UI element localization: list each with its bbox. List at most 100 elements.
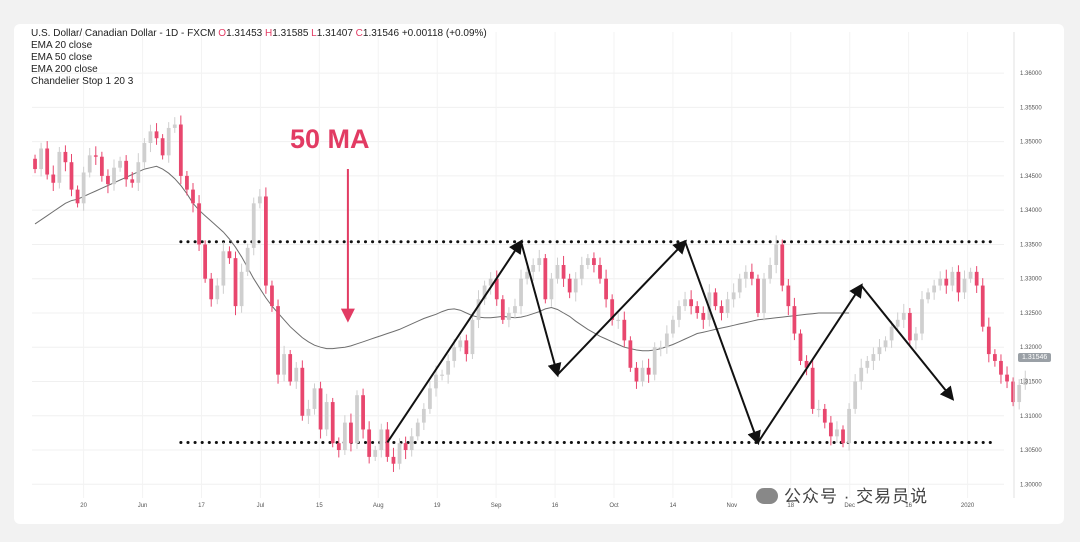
candle [227, 246, 232, 264]
candle-body [342, 422, 347, 451]
candle-body [245, 247, 250, 272]
candle [99, 151, 104, 182]
candle [355, 390, 359, 449]
candle-body [543, 258, 548, 300]
candle-body [452, 347, 457, 361]
x-tick-label: Dec [844, 503, 855, 509]
candle-body [677, 306, 681, 320]
candle [822, 403, 827, 429]
candle [555, 257, 560, 284]
candle [245, 243, 250, 276]
chart-title: U.S. Dollar/ Canadian Dollar - 1D - FXCM [31, 28, 216, 39]
candle [312, 383, 317, 415]
candle [409, 428, 414, 457]
candle-body [33, 158, 37, 170]
candle-body [914, 333, 918, 341]
candle-body [598, 265, 602, 279]
candle [835, 421, 839, 443]
candle-body [950, 271, 955, 286]
candle [719, 300, 724, 321]
candle-body [683, 299, 687, 307]
candle-body [810, 367, 815, 409]
candle [871, 347, 876, 370]
candle [549, 272, 554, 307]
candle-body [51, 174, 56, 183]
candle [482, 280, 487, 306]
candle [543, 254, 548, 304]
candle-body [421, 408, 426, 423]
candle-body [780, 244, 785, 286]
trend-arrow [757, 283, 863, 444]
candle-body [713, 292, 718, 307]
candle [63, 145, 68, 172]
candle-body [185, 175, 189, 190]
candle-body [610, 299, 615, 320]
candle-body [743, 271, 748, 279]
candle-body [932, 285, 937, 293]
candle [567, 273, 572, 299]
candle [209, 272, 214, 307]
candle-body [622, 319, 627, 341]
candle-body [695, 306, 700, 313]
candle-body [835, 429, 839, 437]
x-tick-label: Aug [373, 503, 384, 509]
candle-body [282, 354, 286, 375]
candle-body [762, 278, 766, 313]
indicator-ema-20: EMA 20 close [31, 40, 93, 51]
candle-body [197, 203, 201, 245]
candle-body [986, 326, 991, 355]
candle-body [361, 395, 365, 430]
candle-body [288, 354, 293, 382]
candle-body [130, 179, 135, 183]
candle [1017, 379, 1022, 410]
x-tick-label: 2020 [961, 503, 975, 509]
candle [1005, 366, 1009, 389]
high-value: 1.31585 [272, 28, 309, 39]
candle-body [847, 408, 851, 444]
candle [251, 197, 256, 256]
candle-body [537, 258, 542, 265]
support-resistance-levels [179, 240, 997, 444]
trend-arrow [684, 241, 761, 446]
y-tick-label: 1.31500 [1020, 380, 1042, 386]
candle [197, 195, 201, 252]
last-price-tag: 1.31546 [1018, 353, 1052, 362]
candle-body [39, 148, 43, 170]
candle-body [373, 450, 378, 457]
candle [391, 447, 396, 472]
candle [731, 283, 736, 308]
candle-body [737, 278, 742, 293]
candle-body [822, 408, 827, 423]
y-tick-label: 1.33000 [1020, 277, 1042, 283]
candle-body [415, 422, 420, 437]
candle [233, 251, 238, 316]
y-tick-label: 1.34000 [1020, 208, 1042, 214]
candle [993, 349, 997, 367]
candle-body [69, 162, 74, 190]
candle [762, 272, 766, 321]
candle [318, 381, 323, 439]
candle [932, 279, 937, 300]
candle [877, 339, 882, 361]
candle-body [106, 175, 110, 185]
candle-body [93, 155, 98, 157]
watermark-text: 公众号 · 交易员说 [784, 487, 929, 506]
candle [294, 362, 299, 389]
candle-body [300, 367, 305, 416]
candle [713, 288, 718, 311]
candle-body [531, 265, 536, 272]
ohlc-line: U.S. Dollar/ Canadian Dollar - 1D - FXCM… [31, 28, 487, 40]
candle-body [920, 299, 924, 334]
candle-body [756, 278, 760, 313]
candle [282, 345, 286, 382]
candle [373, 445, 378, 461]
candle [118, 156, 122, 172]
candle-body [519, 278, 523, 307]
candle [93, 146, 98, 165]
candle [671, 315, 675, 338]
candle [537, 249, 542, 272]
candle [166, 122, 171, 163]
candle [324, 393, 329, 437]
candle-body [488, 278, 493, 286]
high-key: H [265, 28, 273, 39]
